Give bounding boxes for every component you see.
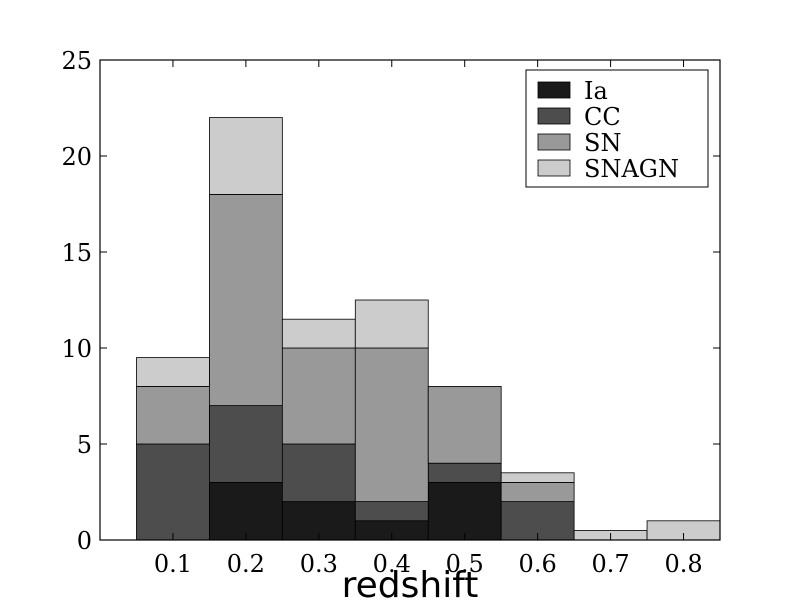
- y-tick-label: 5: [77, 431, 92, 459]
- x-tick-label: 0.4: [373, 550, 411, 578]
- legend-label-sn: SN: [584, 129, 621, 157]
- bar-snagn-bin-5: [500, 472, 575, 483]
- bar-ia-bin-4: [427, 481, 502, 541]
- y-tick-label: 15: [61, 239, 92, 267]
- plot-frame: [99, 59, 721, 541]
- legend-swatch-sn: [537, 133, 571, 151]
- bars-layer: [136, 117, 721, 541]
- y-tick-label: 25: [61, 47, 92, 75]
- bar-cc-bin-3: [354, 501, 429, 522]
- bar-sn-bin-2: [281, 347, 356, 445]
- bar-sn-bin-5: [500, 481, 575, 502]
- bar-sn-bin-4: [427, 385, 502, 464]
- bar-sn-bin-0: [136, 385, 210, 445]
- bar-snagn-bin-1: [209, 117, 283, 195]
- bar-snagn-bin-2: [281, 318, 356, 349]
- bar-cc-bin-2: [281, 443, 356, 502]
- legend-swatch-ia: [537, 81, 571, 99]
- legend-label-ia: Ia: [584, 77, 608, 105]
- x-tick-label: 0.8: [664, 550, 702, 578]
- bar-cc-bin-4: [427, 462, 502, 483]
- bar-cc-bin-1: [209, 405, 283, 483]
- legend-label-cc: CC: [584, 103, 621, 131]
- legend-swatch-cc: [537, 107, 571, 125]
- y-tick-label: 0: [77, 527, 92, 555]
- legend-swatch-snagn: [537, 159, 571, 177]
- x-axis-label: redshift: [342, 565, 479, 600]
- x-tick-label: 0.7: [592, 550, 630, 578]
- bar-snagn-bin-0: [136, 357, 210, 387]
- x-tick-label: 0.5: [446, 550, 484, 578]
- bar-snagn-bin-3: [354, 299, 429, 349]
- y-tick-label: 10: [61, 335, 92, 363]
- x-tick-label: 0.2: [227, 550, 265, 578]
- legend-label-snagn: SNAGN: [584, 155, 679, 183]
- bar-sn-bin-1: [209, 193, 283, 406]
- x-tick-label: 0.6: [519, 550, 557, 578]
- bar-cc-bin-0: [136, 443, 210, 541]
- x-tick-label: 0.3: [300, 550, 338, 578]
- ticks-layer: 0.1 0.2 0.3 0.4 0.5 0.6 0.7 0.8 0 5 10 15 20 25: [61, 47, 720, 578]
- bar-ia-bin-1: [209, 481, 283, 541]
- x-tick-label: 0.1: [154, 550, 192, 578]
- bar-sn-bin-3: [354, 347, 429, 503]
- y-tick-label: 20: [61, 143, 92, 171]
